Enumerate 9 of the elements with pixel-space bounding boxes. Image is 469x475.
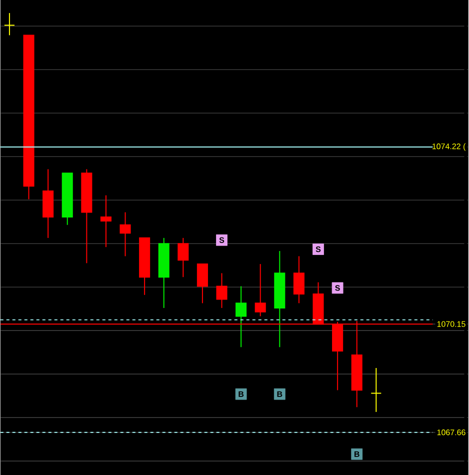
text: S — [316, 246, 321, 252]
series-label: B — [238, 391, 244, 397]
y-tick-label: 1070.15 — [437, 321, 466, 327]
text: B — [354, 451, 360, 457]
series-label: S — [335, 285, 340, 291]
y-tick-label: 1074.22 ( — [432, 143, 466, 151]
y-tick-label: 1067.66 — [437, 430, 466, 436]
text: B — [277, 391, 282, 397]
text: S — [219, 237, 224, 243]
